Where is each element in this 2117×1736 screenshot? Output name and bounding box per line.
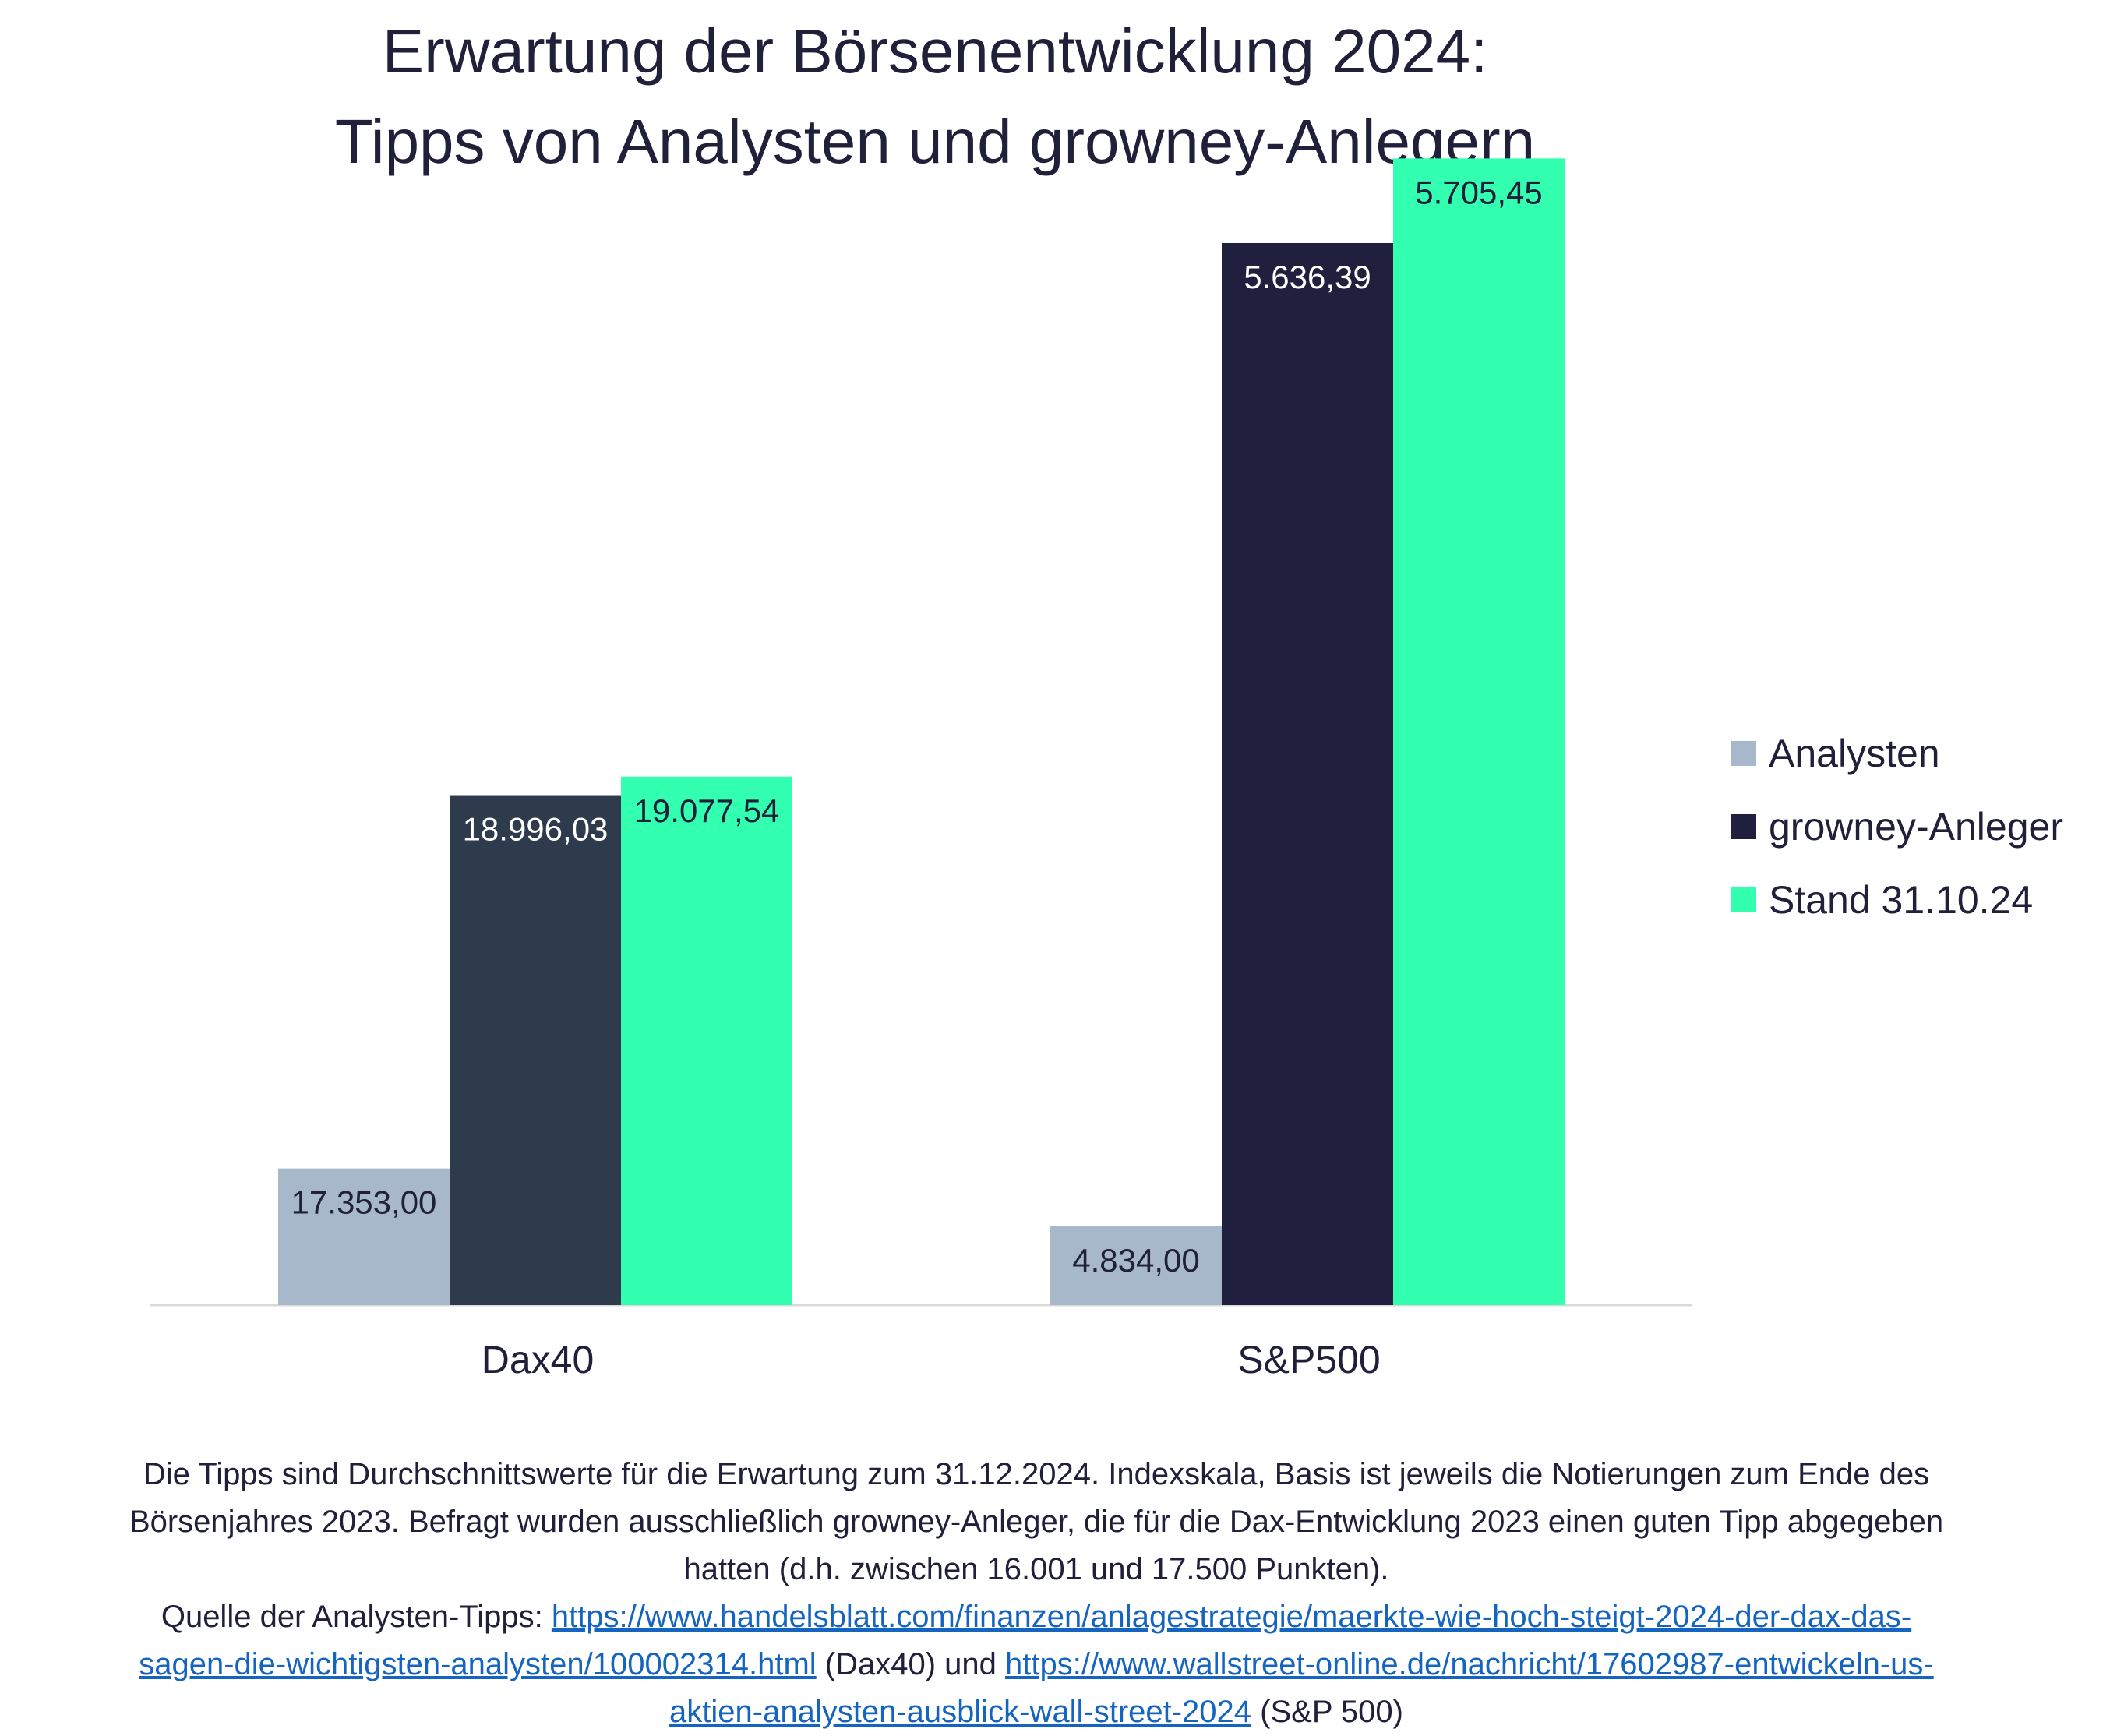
legend-item: Stand 31.10.24	[1731, 863, 2063, 937]
category-label: S&P500	[1237, 1338, 1380, 1381]
bar-growney-anleger-sp500	[1222, 243, 1393, 1305]
source-suffix-dax: (Dax40)	[817, 1647, 936, 1681]
bar-growney-anleger-dax40	[450, 796, 621, 1305]
bar-stand-31-10-24-dax40	[621, 777, 792, 1305]
legend-item: Analysten	[1731, 717, 2063, 790]
source-suffix-sp500: (S&P 500)	[1251, 1695, 1403, 1729]
bar-chart: 17.353,00 18.996,03 19.077,54 Dax40 4.834,00…	[0, 0, 2117, 1403]
data-label: 5.705,45	[1415, 174, 1543, 210]
bar-stand-31-10-24-sp500	[1393, 158, 1565, 1305]
category-label: Dax40	[482, 1338, 595, 1381]
footnote-text: Die Tipps sind Durchschnittswerte für di…	[129, 1457, 1943, 1586]
data-label: 19.077,54	[634, 792, 780, 829]
data-label: 4.834,00	[1072, 1242, 1200, 1279]
legend-swatch	[1731, 814, 1756, 839]
legend-swatch	[1731, 887, 1756, 912]
legend: Analysten growney-Anleger Stand 31.10.24	[1731, 717, 2063, 937]
legend-label: Stand 31.10.24	[1769, 877, 2033, 923]
legend-label: growney-Anleger	[1769, 804, 2063, 849]
data-label: 5.636,39	[1244, 259, 1371, 295]
data-label: 17.353,00	[291, 1184, 437, 1221]
source-connector: und	[936, 1647, 1005, 1681]
data-label: 18.996,03	[463, 811, 609, 848]
legend-label: Analysten	[1769, 731, 1940, 776]
source-prefix: Quelle der Analysten-Tipps:	[161, 1600, 552, 1634]
footnote: Die Tipps sind Durchschnittswerte für di…	[125, 1451, 1948, 1736]
legend-swatch	[1731, 741, 1756, 766]
legend-item: growney-Anleger	[1731, 790, 2063, 863]
